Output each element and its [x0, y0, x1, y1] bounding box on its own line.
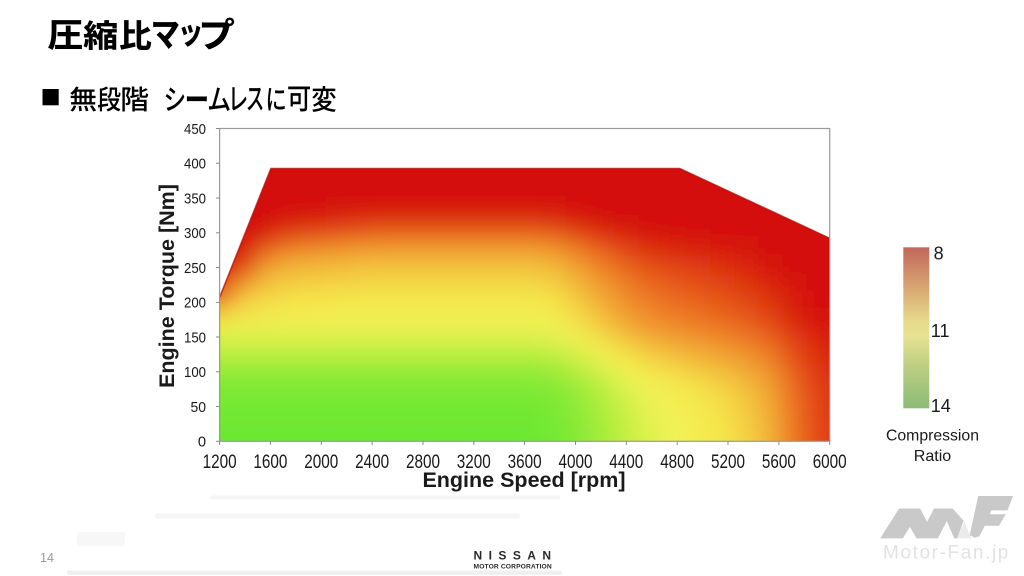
svg-text:4000: 4000 [559, 452, 593, 473]
svg-text:5600: 5600 [762, 452, 796, 473]
svg-text:6000: 6000 [813, 452, 847, 473]
svg-text:14: 14 [40, 551, 54, 565]
svg-text:11: 11 [931, 321, 950, 341]
svg-text:Engine Torque [Nm]: Engine Torque [Nm] [155, 184, 179, 388]
svg-text:150: 150 [184, 330, 206, 346]
svg-text:1200: 1200 [203, 452, 237, 473]
svg-text:MOTOR CORPORATION: MOTOR CORPORATION [474, 564, 552, 571]
svg-text:14: 14 [931, 396, 951, 416]
svg-text:200: 200 [184, 296, 206, 312]
svg-text:5200: 5200 [711, 452, 745, 473]
svg-text:2800: 2800 [406, 452, 440, 473]
svg-text:400: 400 [184, 157, 206, 173]
svg-text:1600: 1600 [253, 452, 287, 473]
svg-text:NISSAN: NISSAN [474, 549, 558, 563]
svg-text:4400: 4400 [609, 452, 643, 473]
svg-text:3200: 3200 [457, 452, 491, 473]
svg-text:2000: 2000 [304, 452, 338, 473]
svg-text:Engine Speed [rpm]: Engine Speed [rpm] [422, 468, 625, 492]
svg-text:250: 250 [184, 261, 206, 277]
svg-text:100: 100 [184, 365, 206, 381]
svg-text:3600: 3600 [508, 452, 542, 473]
svg-text:350: 350 [184, 191, 206, 207]
svg-text:300: 300 [184, 226, 206, 242]
svg-text:8: 8 [934, 243, 944, 263]
svg-text:0: 0 [198, 435, 206, 451]
svg-text:4800: 4800 [660, 452, 694, 473]
svg-text:450: 450 [184, 122, 206, 138]
svg-text:Ratio: Ratio [914, 448, 952, 465]
svg-text:Motor-Fan.jp: Motor-Fan.jp [883, 543, 1010, 564]
svg-text:2400: 2400 [355, 452, 389, 473]
svg-text:Compression: Compression [886, 427, 979, 444]
svg-text:50: 50 [191, 400, 207, 416]
